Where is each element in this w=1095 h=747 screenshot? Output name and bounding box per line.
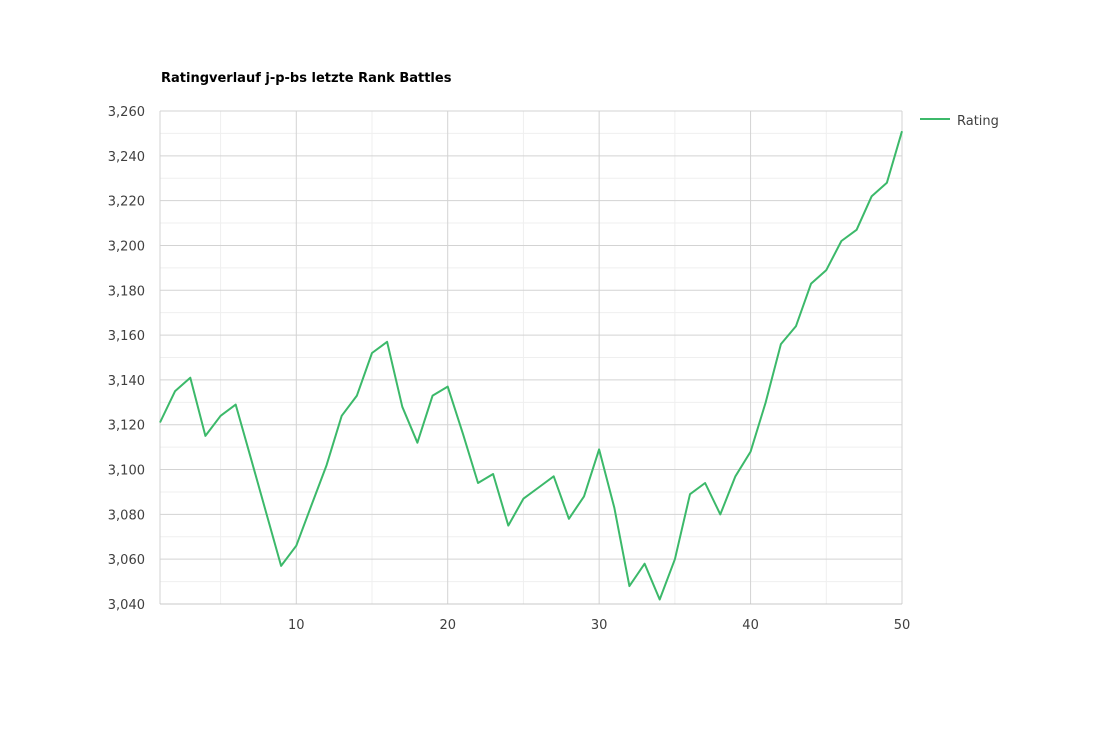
legend: Rating (920, 114, 999, 129)
y-tick-label: 3,060 (108, 553, 145, 568)
legend-label-rating: Rating (957, 114, 999, 129)
y-axis-tick-labels: 3,040 3,060 3,080 3,100 3,120 3,140 3,160 3,180… (108, 105, 145, 613)
x-tick-label: 30 (591, 618, 608, 633)
minor-gridlines (160, 111, 902, 604)
y-tick-label: 3,140 (108, 374, 145, 389)
y-tick-label: 3,160 (108, 329, 145, 344)
y-tick-label: 3,200 (108, 239, 145, 254)
x-tick-label: 50 (894, 618, 911, 633)
series-line-rating (159, 130, 903, 601)
series-layer (159, 130, 903, 601)
y-tick-label: 3,100 (108, 464, 145, 479)
x-tick-label: 20 (439, 618, 456, 633)
y-tick-label: 3,040 (108, 598, 145, 613)
y-tick-label: 3,220 (108, 195, 145, 210)
y-tick-label: 3,240 (108, 150, 145, 165)
x-tick-label: 10 (288, 618, 305, 633)
plot-area-border (159, 111, 902, 605)
y-tick-label: 3,120 (108, 419, 145, 434)
x-axis-tick-labels: 10 20 30 40 50 (288, 618, 910, 633)
x-tick-label: 40 (742, 618, 759, 633)
y-tick-label: 3,180 (108, 284, 145, 299)
y-tick-label: 3,260 (108, 105, 145, 120)
y-tick-label: 3,080 (108, 508, 145, 523)
chart-title: Ratingverlauf j-p-bs letzte Rank Battles (161, 71, 452, 86)
